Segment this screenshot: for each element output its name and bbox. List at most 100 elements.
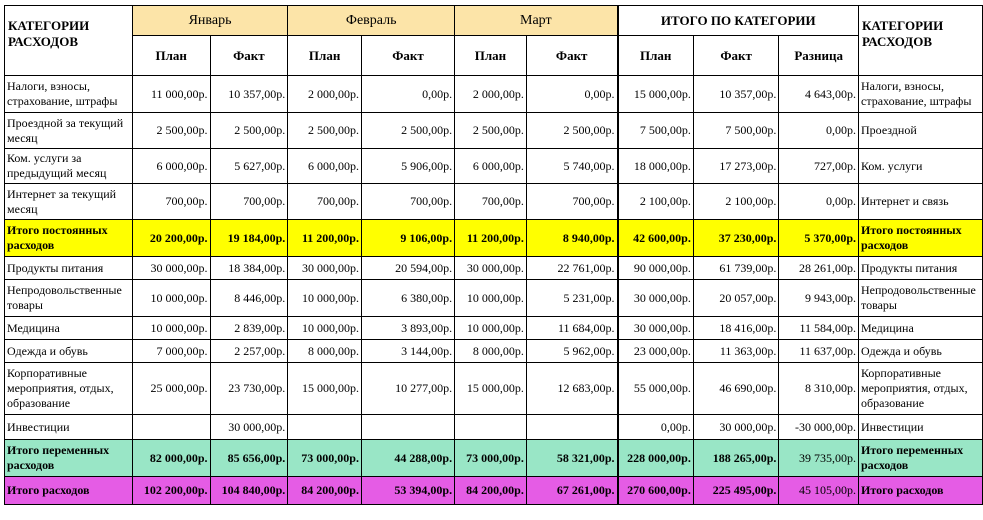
fact-header-total: Факт: [692, 35, 780, 76]
plan-header-feb: План: [287, 35, 362, 76]
value-cell: 700,00р.: [131, 183, 211, 220]
value-cell: 73 000,00р.: [454, 439, 527, 477]
value-cell: 15 000,00р.: [616, 75, 694, 113]
value-cell: 10 000,00р.: [131, 316, 211, 340]
value-cell: 5 962,00р.: [525, 339, 619, 363]
table-row: Проездной за текущий месяц 2 500,00р. 2 50…: [4, 112, 983, 149]
value-cell: 7 000,00р.: [131, 339, 211, 363]
value-cell: 28 261,00р.: [778, 256, 859, 280]
value-cell: 5 906,00р.: [360, 148, 456, 184]
value-cell: 53 394,00р.: [360, 476, 456, 505]
value-cell: 15 000,00р.: [454, 362, 527, 415]
value-cell: 10 000,00р.: [454, 316, 527, 340]
value-cell: 228 000,00р.: [616, 439, 694, 477]
value-cell: 12 683,00р.: [525, 362, 619, 415]
value-cell: 10 357,00р.: [209, 75, 289, 113]
value-cell: 5 231,00р.: [525, 279, 619, 317]
value-cell: 2 500,00р.: [360, 112, 456, 149]
table-row: Интернет за текущий месяц 700,00р. 700,00р…: [4, 183, 983, 220]
value-cell: 2 100,00р.: [616, 183, 694, 220]
value-cell: 9 943,00р.: [778, 279, 859, 317]
value-cell: 8 446,00р.: [209, 279, 289, 317]
total-row: Итого переменных расходов 82 000,00р. 85 6…: [4, 439, 983, 477]
value-cell: 11 584,00р.: [778, 316, 859, 340]
value-cell: 6 380,00р.: [360, 279, 456, 317]
value-cell: 2 839,00р.: [209, 316, 289, 340]
value-cell: 39 735,00р.: [778, 439, 859, 477]
table-row: Налоги, взносы, страхование, штрафы 11 00…: [4, 75, 983, 113]
value-cell: 727,00р.: [778, 148, 859, 184]
category-label-right: Итого постоянных расходов: [858, 219, 983, 257]
value-cell: 11 200,00р.: [454, 219, 527, 257]
category-label-right: Налоги, взносы, страхование, штрафы: [858, 75, 983, 113]
category-label-right: Ком. услуги: [858, 148, 983, 184]
value-cell: 11 000,00р.: [131, 75, 211, 113]
value-cell: 5 627,00р.: [209, 148, 289, 184]
value-cell: 58 321,00р.: [525, 439, 619, 477]
value-cell: 6 000,00р.: [287, 148, 362, 184]
value-cell: 10 357,00р.: [692, 75, 780, 113]
value-cell: [131, 414, 211, 440]
value-cell: 18 000,00р.: [616, 148, 694, 184]
value-cell: 0,00р.: [525, 75, 619, 113]
month-header-february: Февраль: [287, 5, 456, 36]
value-cell: 9 106,00р.: [360, 219, 456, 257]
category-label-right: Одежда и обувь: [858, 339, 983, 363]
plan-header-jan: План: [131, 35, 211, 76]
value-cell: 67 261,00р.: [525, 476, 619, 505]
category-header-right: КАТЕГОРИИ РАСХОДОВ: [858, 5, 983, 76]
plan-header-total: План: [616, 35, 694, 76]
category-label-right: Проездной: [858, 112, 983, 149]
value-cell: 5 740,00р.: [525, 148, 619, 184]
table-row: Корпоративные мероприятия, отдых, образо…: [4, 362, 983, 415]
table-row: Одежда и обувь 7 000,00р. 2 257,00р. 8 000,…: [4, 339, 983, 363]
value-cell: 188 265,00р.: [692, 439, 780, 477]
table-row: Непродовольственные товары 10 000,00р. 8 4…: [4, 279, 983, 317]
category-label: Проездной за текущий месяц: [4, 112, 133, 149]
category-label: Одежда и обувь: [4, 339, 133, 363]
plan-header-mar: План: [454, 35, 527, 76]
value-cell: 3 144,00р.: [360, 339, 456, 363]
value-cell: 0,00р.: [778, 112, 859, 149]
value-cell: 30 000,00р.: [209, 414, 289, 440]
month-header-january: Январь: [131, 5, 289, 36]
category-label: Инвестиции: [4, 414, 133, 440]
value-cell: [454, 414, 527, 440]
value-cell: 61 739,00р.: [692, 256, 780, 280]
category-label: Ком. услуги за предыдущий месяц: [4, 148, 133, 184]
value-cell: 10 277,00р.: [360, 362, 456, 415]
category-label: Медицина: [4, 316, 133, 340]
value-cell: 30 000,00р.: [616, 316, 694, 340]
value-cell: 11 363,00р.: [692, 339, 780, 363]
header-row-2: План Факт План Факт План Факт План Факт …: [5, 35, 983, 76]
value-cell: 20 200,00р.: [131, 219, 211, 257]
category-label: Итого расходов: [4, 476, 133, 505]
value-cell: 30 000,00р.: [616, 279, 694, 317]
value-cell: 20 057,00р.: [692, 279, 780, 317]
category-label: Корпоративные мероприятия, отдых, образо…: [4, 362, 133, 415]
value-cell: 84 200,00р.: [287, 476, 362, 505]
diff-header-total: Разница: [778, 35, 859, 76]
category-label: Непродовольственные товары: [4, 279, 133, 317]
table-row: Продукты питания 30 000,00р. 18 384,00р. 30…: [4, 256, 983, 280]
value-cell: 85 656,00р.: [209, 439, 289, 477]
category-label-right: Итого расходов: [858, 476, 983, 505]
value-cell: 30 000,00р.: [287, 256, 362, 280]
value-cell: 19 184,00р.: [209, 219, 289, 257]
value-cell: 30 000,00р.: [454, 256, 527, 280]
value-cell: 11 200,00р.: [287, 219, 362, 257]
value-cell: 82 000,00р.: [131, 439, 211, 477]
value-cell: 2 000,00р.: [454, 75, 527, 113]
value-cell: 30 000,00р.: [131, 256, 211, 280]
value-cell: 2 500,00р.: [454, 112, 527, 149]
fact-header-jan: Факт: [209, 35, 289, 76]
value-cell: 10 000,00р.: [287, 279, 362, 317]
category-label-right: Корпоративные мероприятия, отдых, образо…: [858, 362, 983, 415]
value-cell: 6 000,00р.: [131, 148, 211, 184]
value-cell: -30 000,00р.: [778, 414, 859, 440]
value-cell: 84 200,00р.: [454, 476, 527, 505]
fact-header-mar: Факт: [525, 35, 619, 76]
value-cell: 2 100,00р.: [692, 183, 780, 220]
value-cell: 55 000,00р.: [616, 362, 694, 415]
value-cell: 6 000,00р.: [454, 148, 527, 184]
